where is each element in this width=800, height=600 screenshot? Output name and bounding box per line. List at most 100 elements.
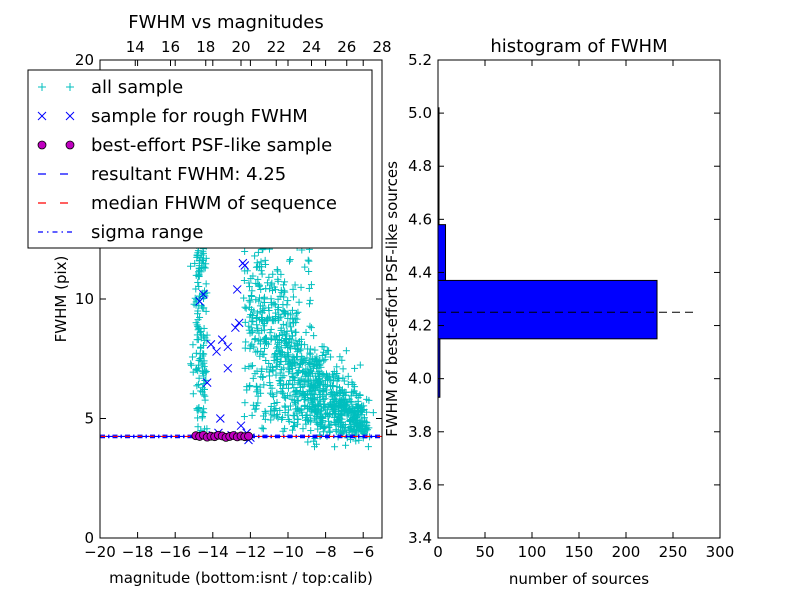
all-sample-point (265, 359, 273, 367)
all-sample-point (251, 370, 259, 378)
all-sample-point (191, 294, 199, 302)
all-sample-point (280, 307, 288, 315)
all-sample-point (305, 359, 313, 367)
scatter-y-tick-label: 0 (84, 529, 94, 547)
all-sample-point (350, 420, 358, 428)
all-sample-point (286, 255, 294, 263)
all-sample-point (277, 270, 285, 278)
all-sample-point (354, 394, 362, 402)
all-sample-point (297, 283, 305, 291)
scatter-y-tick-label: 10 (75, 290, 94, 308)
scatter-x-tick-label: −20 (84, 543, 116, 561)
scatter-ticks: −20 −18 −16 −14 −12 −10 −8 −6 14 16 18 20 22 24 26 28 0 5… (75, 38, 392, 561)
all-sample-point (252, 348, 260, 356)
all-sample-point (266, 389, 274, 397)
all-sample-point (302, 328, 310, 336)
all-sample-point (281, 309, 289, 317)
all-sample-point (197, 354, 205, 362)
legend-label: resultant FWHM: 4.25 (91, 164, 286, 185)
all-sample-point (282, 357, 290, 365)
all-sample-point (293, 420, 301, 428)
all-sample-point (199, 247, 207, 255)
all-sample-point (281, 334, 289, 342)
all-sample-point (260, 344, 268, 352)
all-sample-point (364, 443, 372, 451)
all-sample-point (290, 319, 298, 327)
all-sample-point (332, 426, 340, 434)
all-sample-point (339, 429, 347, 437)
all-sample-point (198, 408, 206, 416)
scatter-top-tick-label: 22 (267, 38, 286, 56)
all-sample-point (332, 410, 340, 418)
scatter-y-label: FWHM (pix) (52, 256, 70, 343)
all-sample-point (277, 326, 285, 334)
all-sample-point (288, 426, 296, 434)
all-sample-point (191, 259, 199, 267)
histogram-y-tick-label: 5.2 (408, 51, 432, 69)
rough-sample-point (223, 342, 233, 352)
all-sample-point (274, 340, 282, 348)
all-sample-point (262, 285, 270, 293)
all-sample-point (356, 361, 364, 369)
all-sample-point (254, 399, 262, 407)
all-sample-point (273, 389, 281, 397)
all-sample-point (194, 414, 202, 422)
all-sample-point (274, 303, 282, 311)
all-sample-point (266, 379, 274, 387)
all-sample-point (194, 406, 202, 414)
rough-sample-point (206, 340, 216, 349)
all-sample-point (259, 350, 267, 358)
all-sample-point (360, 414, 368, 422)
histogram-x-tick-label: 50 (475, 543, 494, 561)
all-sample-point (187, 262, 195, 270)
all-sample-point (256, 340, 264, 348)
rough-sample-point (232, 285, 242, 294)
all-sample-point (248, 292, 256, 300)
histogram-ticks: 0 50 100 150 200 250 300 3.4 3.6 3.8 4.0 4.2 4.4 4.6 4… (408, 51, 734, 561)
all-sample-point (344, 372, 352, 380)
histogram-panel: 0 50 100 150 200 250 300 3.4 3.6 3.8 4.0 4.2 4.4 4.6 4… (383, 36, 734, 588)
scatter-top-tick-label: 14 (126, 38, 145, 56)
all-sample-point (305, 388, 313, 396)
all-sample-point (250, 343, 258, 351)
all-sample-point (250, 307, 258, 315)
all-sample-point (276, 292, 284, 300)
all-sample-point (313, 383, 321, 391)
scatter-top-tick-label: 28 (372, 38, 391, 56)
all-sample-point (241, 303, 249, 311)
all-sample-point (192, 349, 200, 357)
all-sample-point (304, 417, 312, 425)
rough-sample-point (202, 378, 212, 388)
all-sample-point (341, 403, 349, 411)
scatter-x-tick-label: −8 (315, 543, 337, 561)
all-sample-point (286, 366, 294, 374)
histogram-y-tick-label: 4.0 (408, 370, 432, 388)
all-sample-point (327, 353, 335, 361)
all-sample-point (258, 270, 266, 278)
all-sample-point (246, 298, 254, 306)
all-sample-point (323, 386, 331, 394)
all-sample-point (271, 349, 279, 357)
all-sample-point (281, 351, 289, 359)
all-sample-point (241, 247, 249, 255)
all-sample-point (284, 309, 292, 317)
all-sample-point (314, 420, 322, 428)
best-effort-sample-point (244, 431, 253, 441)
all-sample-point (365, 424, 373, 432)
all-sample-point (323, 406, 331, 414)
all-sample-point (348, 388, 356, 396)
all-sample-point (306, 411, 314, 419)
all-sample-point (195, 302, 203, 310)
all-sample-point (357, 427, 365, 435)
all-sample-point (258, 327, 266, 335)
all-sample-point (288, 306, 296, 314)
all-sample-point (338, 386, 346, 394)
all-sample-point (350, 426, 358, 434)
all-sample-point (315, 405, 323, 413)
rough-sample-point (223, 363, 233, 373)
all-sample-point (262, 357, 270, 364)
all-sample-point (331, 402, 339, 410)
all-sample-point (345, 424, 353, 432)
all-sample-point (245, 322, 253, 330)
all-sample-point (280, 372, 288, 380)
